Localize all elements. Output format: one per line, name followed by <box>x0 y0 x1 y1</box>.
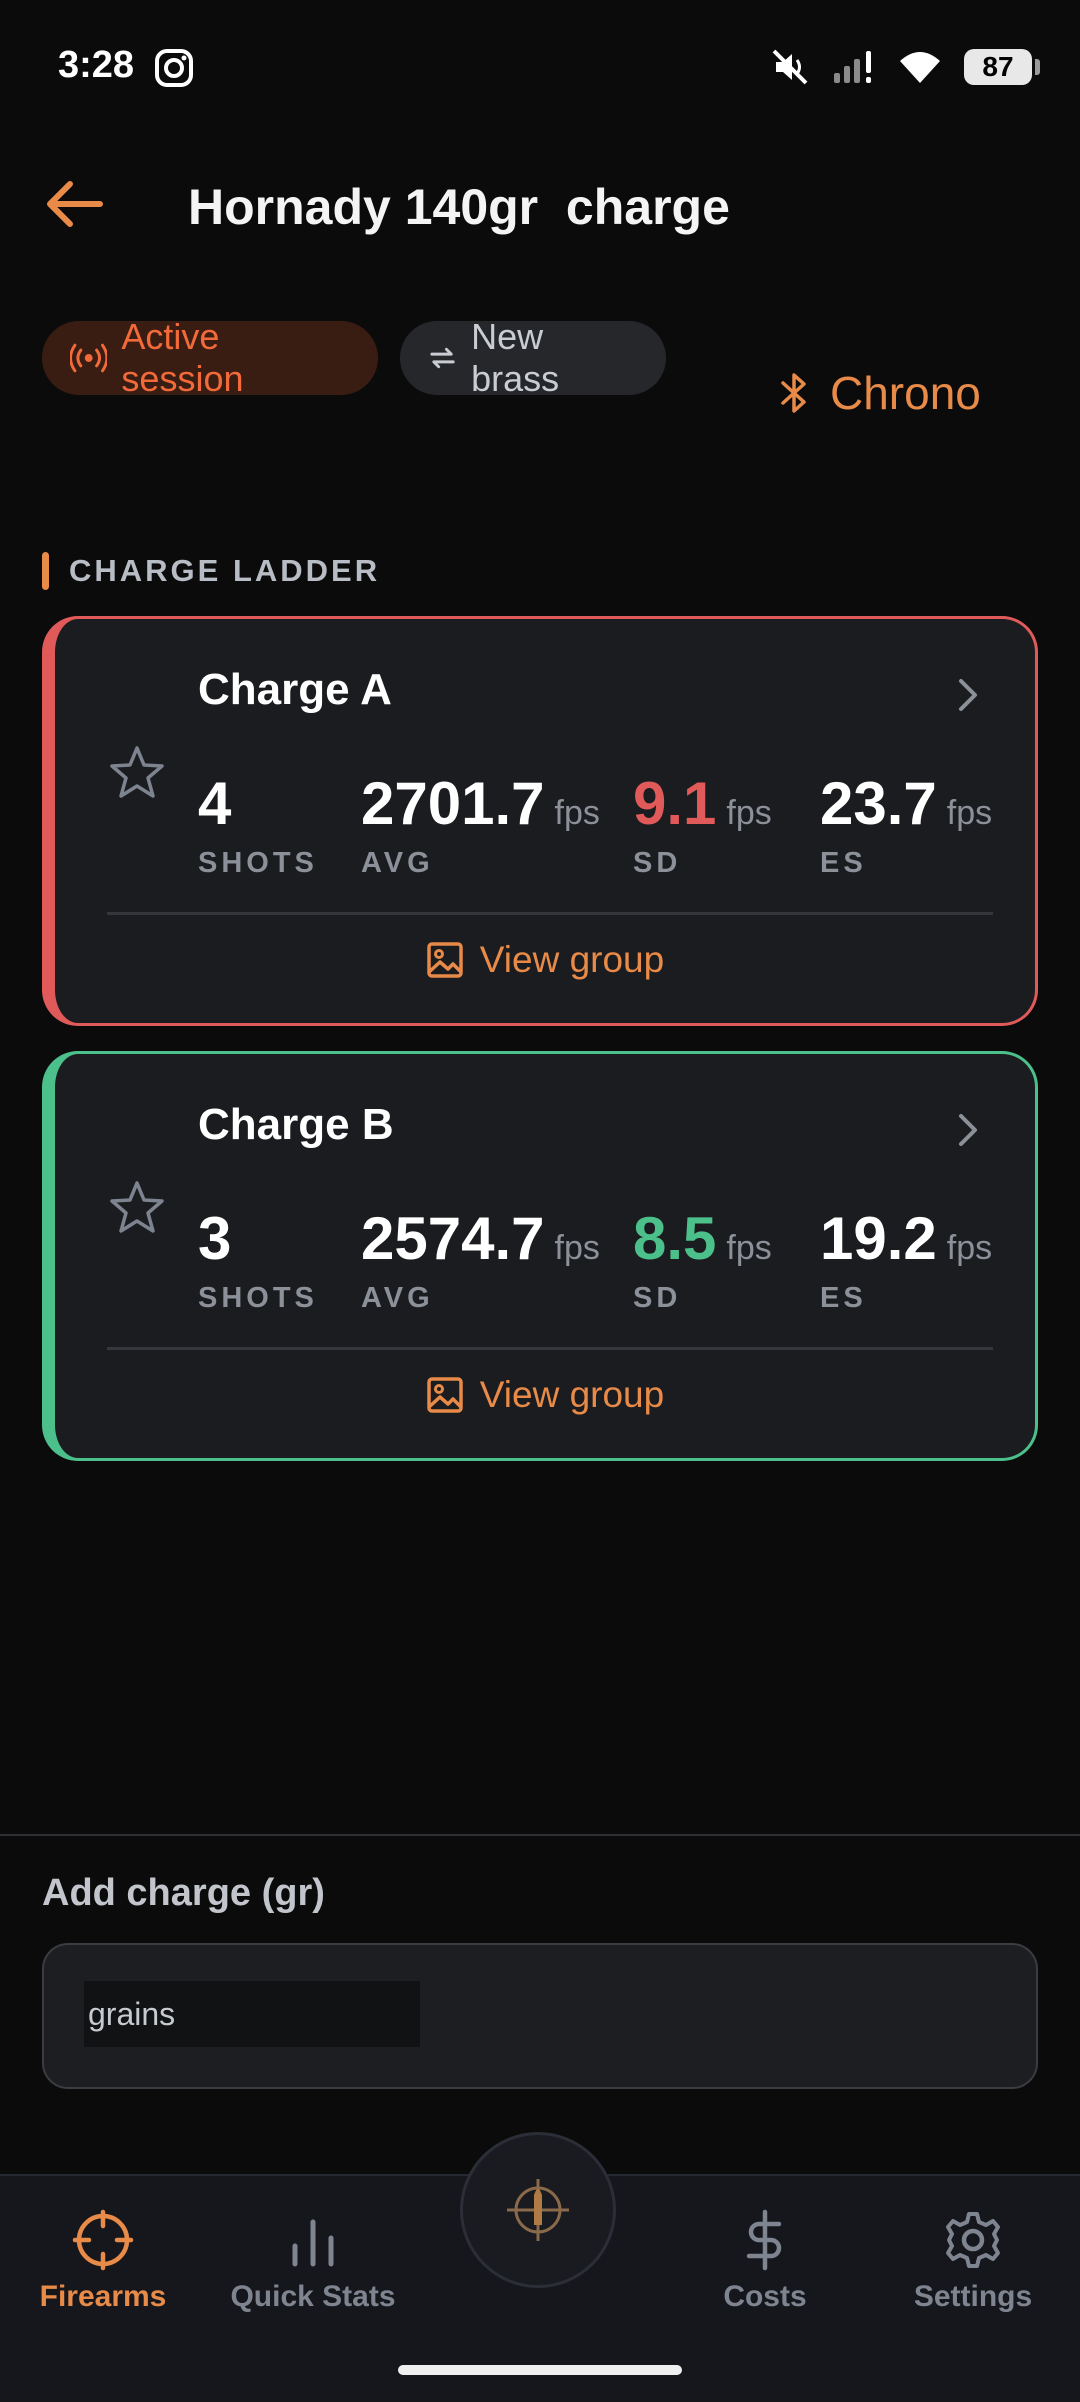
avg-value: 2574.7 <box>361 1205 545 1272</box>
section-divider <box>0 1834 1080 1836</box>
avg-metric: 2574.7 fps <box>361 1204 600 1273</box>
bullet-scope-icon <box>507 2179 569 2241</box>
shots-value: 4 <box>198 770 232 837</box>
signal-icon <box>834 51 871 83</box>
nav-label: Firearms <box>39 2280 167 2313</box>
chevron-right-icon[interactable] <box>953 1110 983 1150</box>
star-icon[interactable] <box>107 1178 167 1238</box>
broadcast-icon <box>70 343 108 373</box>
status-icons: 87 <box>770 44 1040 90</box>
view-group-button[interactable]: View group <box>55 939 1035 981</box>
avg-label: AVG <box>361 847 434 879</box>
back-arrow-icon[interactable] <box>40 176 110 232</box>
charge-name: Charge B <box>198 1100 394 1149</box>
charge-ladder-header: CHARGE LADDER <box>42 552 380 590</box>
sd-label: SD <box>633 847 682 879</box>
add-charge-label: Add charge (gr) <box>42 1872 325 1914</box>
es-metric: 23.7 fps <box>820 769 992 838</box>
sd-label: SD <box>633 1282 682 1314</box>
card-divider <box>107 1347 993 1350</box>
nav-label: Settings <box>913 2280 1033 2313</box>
es-metric: 19.2 fps <box>820 1204 992 1273</box>
active-session-chip[interactable]: Active session <box>42 316 378 399</box>
dollar-icon <box>746 2209 782 2271</box>
view-group-label: View group <box>479 1374 665 1415</box>
nav-item-settings[interactable]: Settings <box>873 2208 1073 2314</box>
es-unit: fps <box>946 794 993 832</box>
avg-value: 2701.7 <box>361 770 545 837</box>
add-charge-field[interactable] <box>42 1943 1038 2089</box>
battery-indicator: 87 <box>964 49 1040 85</box>
view-group-label: View group <box>479 939 665 980</box>
center-action-button[interactable] <box>460 2132 616 2288</box>
avg-unit: fps <box>554 1229 600 1267</box>
nav-item-quick-stats[interactable]: Quick Stats <box>213 2208 413 2314</box>
avg-label: AVG <box>361 1282 434 1314</box>
image-icon <box>427 1377 463 1413</box>
es-unit: fps <box>946 1229 993 1267</box>
star-icon[interactable] <box>107 743 167 803</box>
charge-card[interactable]: Charge B 3 SHOTS 2574.7 fps AVG 8.5 fps … <box>42 1051 1038 1461</box>
charge-card[interactable]: Charge A 4 SHOTS 2701.7 fps AVG 9.1 fps … <box>42 616 1038 1026</box>
new-brass-label: New brass <box>471 316 560 399</box>
es-value: 23.7 <box>820 770 937 837</box>
sd-unit: fps <box>726 794 772 832</box>
gear-icon <box>946 2212 1000 2268</box>
mute-icon <box>772 49 808 85</box>
shots-label: SHOTS <box>198 847 318 879</box>
bluetooth-icon <box>781 373 806 413</box>
es-label: ES <box>820 1282 867 1314</box>
chevron-right-icon[interactable] <box>953 675 983 715</box>
chrono-label: Chrono <box>830 367 981 419</box>
card-divider <box>107 912 993 915</box>
sd-metric: 8.5 fps <box>633 1204 772 1273</box>
wifi-icon <box>900 52 940 83</box>
status-time: 3:28 <box>58 44 135 86</box>
shots-label: SHOTS <box>198 1282 318 1314</box>
swap-icon <box>430 347 455 369</box>
home-indicator[interactable] <box>398 2365 682 2375</box>
shots-value: 3 <box>198 1205 232 1272</box>
sd-value: 8.5 <box>633 1205 717 1272</box>
page-title: Hornady 140gr charge <box>188 179 730 235</box>
instagram-icon <box>155 49 193 87</box>
active-session-label: Active session <box>121 316 244 399</box>
sd-metric: 9.1 fps <box>633 769 772 838</box>
sd-value: 9.1 <box>633 770 717 837</box>
charge-name: Charge A <box>198 665 392 714</box>
view-group-button[interactable]: View group <box>55 1374 1035 1416</box>
avg-unit: fps <box>554 794 600 832</box>
nav-item-firearms[interactable]: Firearms <box>3 2208 203 2314</box>
new-brass-chip[interactable]: New brass <box>400 316 666 399</box>
chrono-button[interactable]: Chrono <box>780 366 981 420</box>
nav-item-costs[interactable]: Costs <box>665 2208 865 2314</box>
grains-input[interactable] <box>84 1981 420 2047</box>
nav-label: Quick Stats <box>230 2280 396 2313</box>
sd-unit: fps <box>726 1229 772 1267</box>
section-accent-bar <box>42 552 49 590</box>
es-value: 19.2 <box>820 1205 937 1272</box>
image-icon <box>427 942 463 978</box>
es-label: ES <box>820 847 867 879</box>
bar-chart-icon <box>292 2219 334 2267</box>
section-title: CHARGE LADDER <box>69 553 381 588</box>
nav-label: Costs <box>723 2280 807 2313</box>
avg-metric: 2701.7 fps <box>361 769 600 838</box>
crosshair-icon <box>72 2209 134 2271</box>
